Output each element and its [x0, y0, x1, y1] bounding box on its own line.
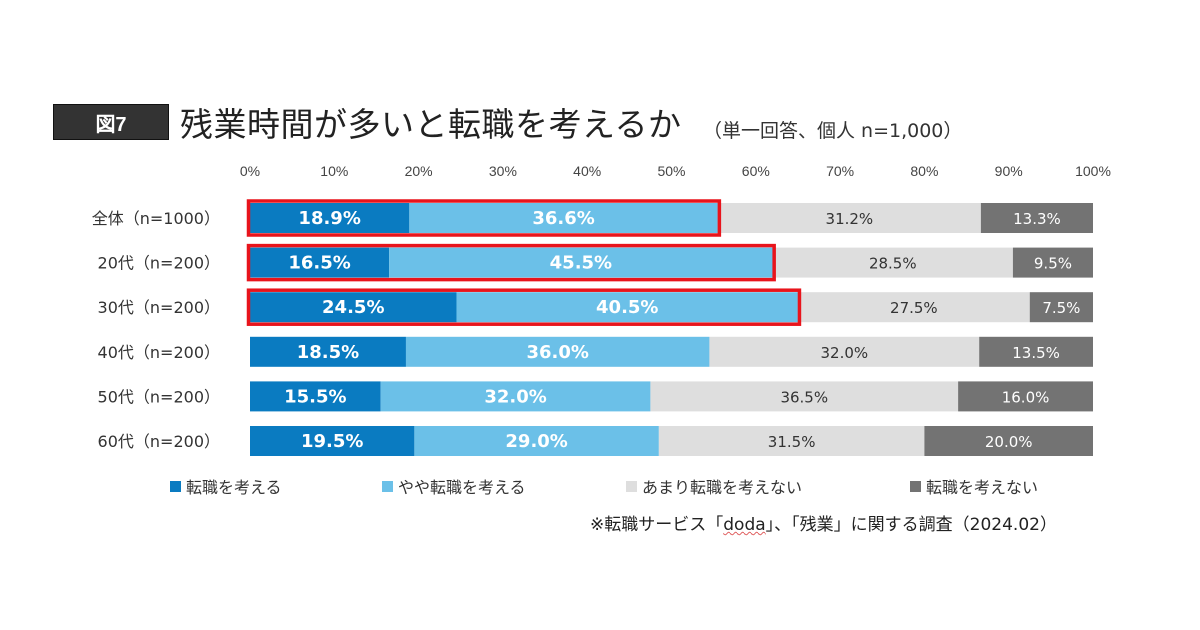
bar-row: 40代（n=200） 18.5% 36.0% 32.0% 13.5%: [98, 336, 1093, 367]
highlight-outline: [246, 243, 776, 282]
data-label: 24.5%: [322, 297, 384, 318]
bar-segment-somewhat-consider: [456, 292, 798, 323]
category-label: 20代（n=200）: [98, 254, 220, 273]
bar-row: 30代（n=200） 24.5% 40.5% 27.5% 7.5%: [98, 288, 1093, 326]
bar-segment-not-consider: [979, 336, 1093, 367]
legend-swatch-consider: [170, 480, 181, 492]
data-label: 13.3%: [1013, 210, 1061, 228]
data-label: 9.5%: [1034, 255, 1072, 273]
legend-swatch-not-consider: [910, 480, 921, 492]
bar-segment-not-really: [772, 247, 1013, 278]
bar-segment-consider: [250, 426, 415, 456]
x-tick-label: 20%: [405, 163, 433, 179]
x-tick-label: 40%: [573, 163, 601, 179]
source-note: ※転職サービス「doda」、「残業」に関する調査（2024.02）: [590, 510, 1057, 535]
bar-segment-consider: [250, 292, 457, 323]
data-label: 31.5%: [768, 433, 816, 451]
highlight-outline: [246, 199, 722, 237]
bar-segment-not-consider: [958, 381, 1093, 412]
bar-segment-consider: [250, 381, 381, 412]
bar-segment-not-consider: [980, 203, 1093, 233]
data-label: 32.0%: [484, 386, 546, 407]
bar-segment-somewhat-consider: [405, 336, 710, 367]
data-label: 31.2%: [826, 210, 874, 228]
bar-segment-not-really: [797, 292, 1030, 323]
legend-label: あまり転職を考えない: [642, 478, 803, 497]
bar-row: 20代（n=200） 16.5% 45.5% 28.5% 9.5%: [98, 243, 1093, 282]
legend-item-consider: 転職を考える: [170, 474, 282, 498]
chart-title: 残業時間が多いと転職を考えるか: [180, 105, 682, 144]
x-tick-label: 100%: [1075, 163, 1111, 179]
category-label: 30代（n=200）: [98, 298, 220, 317]
x-tick-label: 60%: [742, 163, 770, 179]
category-label: 50代（n=200）: [98, 387, 220, 406]
bar-segment-not-really: [650, 381, 959, 412]
data-label: 28.5%: [869, 255, 917, 273]
data-label: 32.0%: [820, 344, 868, 362]
x-tick-label: 50%: [657, 163, 685, 179]
data-label: 16.5%: [288, 253, 350, 274]
legend-swatch-not-really: [626, 480, 637, 492]
category-label: 60代（n=200）: [98, 432, 220, 451]
legend-label: 転職を考えない: [926, 478, 1039, 497]
bar-segment-somewhat-consider: [414, 426, 659, 456]
highlight-outline: [246, 288, 802, 326]
chart-rows: 全体（n=1000） 18.9% 36.6% 31.2% 13.3% 20代（n=200）…: [92, 199, 1093, 456]
legend-item-somewhat-consider: やや転職を考える: [382, 474, 526, 498]
legend-label: 転職を考える: [186, 478, 282, 497]
bar-row: 全体（n=1000） 18.9% 36.6% 31.2% 13.3%: [92, 199, 1093, 237]
bar-segment-not-consider: [1012, 247, 1093, 278]
data-label: 36.6%: [532, 208, 594, 229]
data-label: 18.9%: [298, 208, 360, 229]
legend-item-not-really: あまり転職を考えない: [626, 474, 802, 498]
x-tick-label: 70%: [826, 163, 854, 179]
source-brand: doda: [723, 515, 766, 535]
source-suffix: 」、「残業」に関する調査（2024.02）: [765, 515, 1057, 535]
data-label: 40.5%: [596, 297, 658, 318]
bar-segment-not-really: [658, 426, 925, 456]
data-label: 27.5%: [890, 299, 938, 317]
legend-label: やや転職を考える: [398, 478, 526, 497]
bar-segment-consider: [250, 247, 390, 278]
data-label: 16.0%: [1002, 388, 1050, 406]
category-label: 40代（n=200）: [98, 343, 220, 362]
data-label: 15.5%: [284, 386, 346, 407]
data-label: 29.0%: [505, 431, 567, 452]
data-label: 18.5%: [297, 342, 359, 363]
x-tick-label: 80%: [910, 163, 938, 179]
figure-number-badge: 図7: [53, 104, 169, 140]
bar-segment-somewhat-consider: [380, 381, 651, 412]
data-label: 36.0%: [526, 342, 588, 363]
legend-item-not-consider: 転職を考えない: [910, 474, 1038, 498]
bar-segment-not-really: [709, 336, 980, 367]
bar-segment-consider: [250, 203, 410, 233]
x-tick-label: 0%: [240, 163, 260, 179]
bar-segment-not-consider: [1029, 292, 1093, 323]
data-label: 13.5%: [1012, 344, 1060, 362]
bar-row: 50代（n=200） 15.5% 32.0% 36.5% 16.0%: [98, 381, 1093, 412]
x-tick-label: 90%: [995, 163, 1023, 179]
category-label: 全体（n=1000）: [92, 209, 220, 228]
chart-subtitle: （単一回答、個人 n=1,000）: [703, 120, 963, 142]
x-tick-label: 10%: [320, 163, 348, 179]
legend-swatch-somewhat-consider: [382, 480, 393, 492]
bar-row: 60代（n=200） 19.5% 29.0% 31.5% 20.0%: [98, 426, 1093, 456]
data-label: 45.5%: [550, 253, 612, 274]
source-prefix: ※転職サービス「: [590, 515, 724, 535]
bar-segment-not-consider: [924, 426, 1093, 456]
bar-segment-somewhat-consider: [389, 247, 773, 278]
data-label: 7.5%: [1042, 299, 1080, 317]
data-label: 19.5%: [301, 431, 363, 452]
bar-segment-not-really: [717, 203, 981, 233]
x-axis-ticks: 0% 10% 20% 30% 40% 50% 60% 70% 80% 90% 100%: [240, 163, 1111, 179]
data-label: 20.0%: [985, 433, 1033, 451]
x-tick-label: 30%: [489, 163, 517, 179]
bar-segment-somewhat-consider: [409, 203, 718, 233]
bar-segment-consider: [250, 336, 406, 367]
data-label: 36.5%: [780, 388, 828, 406]
